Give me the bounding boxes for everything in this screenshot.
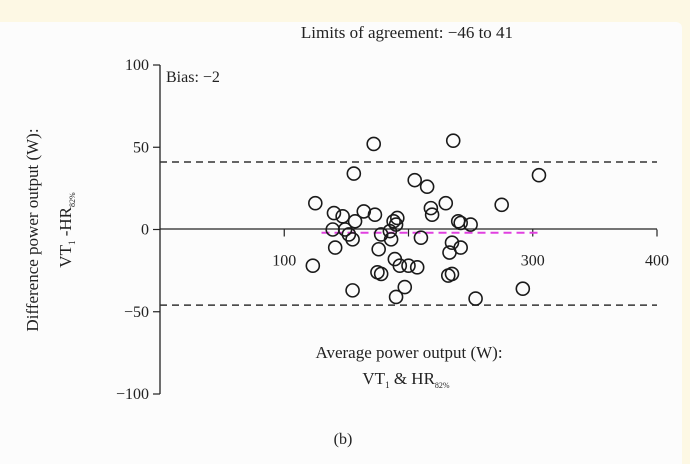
- data-point: [423, 200, 439, 216]
- data-point: [341, 227, 357, 242]
- data-point: [388, 217, 404, 232]
- data-point: [386, 213, 401, 229]
- data-point: [390, 210, 405, 226]
- reference-lines: [160, 161, 657, 306]
- y-tick-label: −100: [116, 386, 149, 403]
- data-point: [531, 167, 547, 183]
- data-point: [438, 195, 454, 211]
- data-point: [367, 207, 383, 222]
- data-point: [308, 195, 323, 211]
- data-point: [305, 258, 321, 273]
- y-axis-label-line2: VT1 -HR82%: [56, 192, 77, 268]
- x-label-vt: VT: [362, 369, 385, 388]
- data-point: [515, 281, 531, 297]
- data-point: [383, 232, 399, 247]
- data-point: [346, 166, 362, 181]
- data-point: [413, 230, 429, 246]
- data-point: [373, 266, 389, 282]
- y-tick-label: 100: [125, 57, 149, 74]
- x-label-sub1: 1: [385, 380, 390, 390]
- chart-panel: [0, 22, 682, 464]
- data-point: [445, 133, 461, 148]
- y-ticks: 100 50 0 −50 −100: [116, 57, 160, 403]
- data-point: [373, 227, 389, 242]
- data-point: [347, 213, 363, 229]
- y-axis-label: Difference power output (W):: [23, 128, 42, 331]
- y-axis-label-2: VT1 -HR82%: [56, 192, 77, 268]
- x-tick-label: 300: [521, 253, 545, 270]
- data-point: [494, 197, 509, 213]
- data-point: [419, 179, 435, 195]
- data-point: [424, 207, 440, 222]
- data-point: [453, 215, 468, 231]
- data-point: [397, 279, 413, 295]
- x-label-hr: & HR: [390, 369, 436, 388]
- data-point: [401, 258, 416, 273]
- chart-title: Limits of agreement: −46 to 41: [301, 23, 513, 42]
- data-point: [409, 260, 425, 275]
- y-label-sub1: 1: [67, 241, 77, 246]
- data-point: [337, 222, 353, 237]
- y-label-hr: -HR: [56, 206, 75, 240]
- data-point: [453, 240, 468, 255]
- data-point: [407, 172, 423, 188]
- data-point: [327, 240, 343, 255]
- panel-label: (b): [334, 431, 353, 448]
- x-ticks: 100 300 400: [272, 229, 669, 270]
- y-label-vt: VT: [56, 244, 75, 267]
- data-point: [345, 283, 360, 298]
- data-point: [463, 217, 478, 232]
- x-tick-label: 400: [645, 253, 669, 270]
- y-tick-label: 50: [133, 139, 149, 156]
- data-point: [444, 235, 460, 250]
- data-point: [388, 289, 404, 305]
- data-point: [371, 241, 386, 257]
- y-axis-label-line1: Difference power output (W):: [23, 128, 42, 331]
- data-point: [366, 136, 382, 152]
- y-label-sub2: 82%: [68, 192, 77, 207]
- data-point: [345, 232, 360, 247]
- bias-label: Bias: −2: [166, 69, 220, 86]
- y-tick-label: 0: [141, 222, 149, 239]
- x-label-sub2: 82%: [435, 381, 450, 390]
- x-axis-label-line1: Average power output (W):: [315, 343, 502, 362]
- data-point: [335, 209, 350, 224]
- x-tick-label: 100: [272, 253, 296, 270]
- data-point: [468, 291, 483, 306]
- y-tick-label: −50: [124, 304, 149, 321]
- data-point: [326, 205, 342, 221]
- data-points: [305, 133, 547, 306]
- x-axis-label-line2: VT1 & HR82%: [362, 369, 450, 390]
- data-point: [444, 266, 460, 282]
- data-point: [392, 258, 408, 273]
